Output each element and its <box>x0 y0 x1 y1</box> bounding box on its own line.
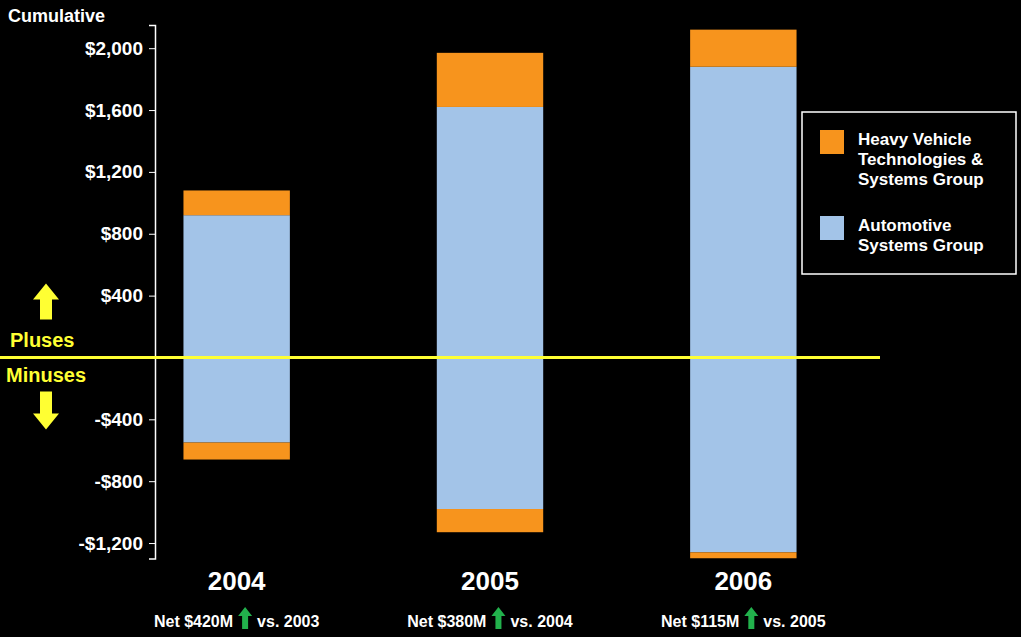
y-tick-label: $800 <box>101 223 143 244</box>
legend-label-line: Systems Group <box>858 236 984 255</box>
bar-minus <box>690 357 796 552</box>
x-tick: 2005 <box>461 566 519 596</box>
y-tick: $1,600 <box>85 100 155 121</box>
bar-plus <box>690 30 796 67</box>
y-tick: $1,200 <box>85 161 155 182</box>
legend-swatch <box>820 216 844 240</box>
comparison-label: vs. 2004 <box>510 613 572 630</box>
y-tick-label: $1,600 <box>85 100 143 121</box>
x-tick: 2004 <box>208 566 266 596</box>
bar-minus <box>183 357 289 442</box>
y-tick: -$400 <box>94 409 155 430</box>
bar-plus <box>437 53 543 107</box>
x-tick-label: 2006 <box>714 566 772 596</box>
bar-minus <box>437 509 543 532</box>
legend-label: AutomotiveSystems Group <box>858 216 984 255</box>
y-axis-title: Cumulative <box>8 6 105 26</box>
legend-box <box>802 112 1016 274</box>
minus-label: Minuses <box>6 364 86 386</box>
net-label: Net $115M <box>661 613 739 630</box>
x-tick: 2006 <box>714 566 772 596</box>
y-tick-mark <box>149 172 155 173</box>
legend-label-line: Technologies & <box>858 150 983 169</box>
net-label: Net $380M <box>407 613 486 630</box>
y-tick-label: -$400 <box>94 409 143 430</box>
comparison-label: vs. 2003 <box>257 613 319 630</box>
y-tick-mark <box>149 48 155 49</box>
bar-plus <box>690 67 796 358</box>
plus-label: Pluses <box>10 329 74 351</box>
y-tick-mark <box>149 481 155 482</box>
y-tick-mark <box>149 419 155 420</box>
y-tick-label: -$1,200 <box>79 533 143 554</box>
y-tick: $2,000 <box>85 38 155 59</box>
y-tick: -$1,200 <box>79 533 155 554</box>
net-note: Net $380M vs. 2004 <box>407 607 573 630</box>
legend-label-line: Automotive <box>858 216 952 235</box>
legend: Heavy VehicleTechnologies &Systems Group… <box>802 112 1016 274</box>
legend-label-line: Systems Group <box>858 170 984 189</box>
y-tick-label: $400 <box>101 285 143 306</box>
bar-plus <box>437 107 543 358</box>
green-arrow <box>491 607 505 629</box>
y-tick-label: -$800 <box>94 471 143 492</box>
y-tick: $400 <box>101 285 155 306</box>
y-tick: $800 <box>101 223 155 244</box>
bar-minus <box>183 443 289 460</box>
x-tick-label: 2005 <box>461 566 519 596</box>
legend-label-line: Heavy Vehicle <box>858 130 971 149</box>
bars <box>183 30 796 559</box>
net-label: Net $420M <box>154 613 233 630</box>
bar-plus <box>183 215 289 357</box>
net-note: Net $420M vs. 2003 <box>154 607 320 630</box>
background <box>0 0 1021 637</box>
y-tick-label: $2,000 <box>85 38 143 59</box>
down-arrow <box>33 391 59 429</box>
y-tick-mark <box>149 543 155 544</box>
zero-line <box>0 356 880 359</box>
bar-minus <box>437 357 543 509</box>
green-arrow <box>238 607 252 629</box>
x-axis: 2004 2005 2006 <box>208 566 773 596</box>
x-tick-label: 2004 <box>208 566 266 596</box>
y-tick: -$800 <box>94 471 155 492</box>
bar-minus <box>690 552 796 558</box>
legend-swatch <box>820 130 844 154</box>
y-tick-mark <box>149 296 155 297</box>
y-tick-label: $1,200 <box>85 161 143 182</box>
y-tick-mark <box>149 234 155 235</box>
bar-plus <box>183 190 289 215</box>
net-note: Net $115M vs. 2005 <box>661 607 826 630</box>
comparison-label: vs. 2005 <box>763 613 825 630</box>
legend-label: Heavy VehicleTechnologies &Systems Group <box>858 130 984 189</box>
up-arrow <box>33 283 59 319</box>
chart: -$1,200 -$800 -$400 $400 $800 $1,200 $1,600 $2,… <box>0 0 1021 637</box>
y-tick-mark <box>149 110 155 111</box>
y-axis: -$1,200 -$800 -$400 $400 $800 $1,200 $1,600 $2,… <box>79 26 156 560</box>
y-axis-line <box>149 26 156 560</box>
green-arrow <box>744 607 758 629</box>
